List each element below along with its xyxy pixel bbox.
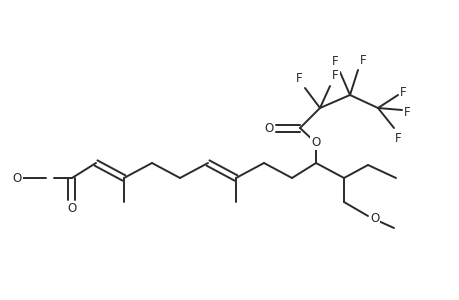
Text: O: O [311, 136, 320, 149]
Text: O: O [67, 202, 77, 215]
Text: F: F [331, 69, 338, 82]
Text: F: F [394, 132, 401, 145]
Text: O: O [369, 212, 378, 226]
Text: O: O [264, 122, 274, 134]
Text: F: F [399, 85, 406, 98]
Text: O: O [13, 172, 22, 184]
Text: F: F [296, 72, 302, 85]
Text: F: F [403, 106, 410, 118]
Text: F: F [332, 55, 338, 68]
Text: F: F [359, 54, 366, 67]
